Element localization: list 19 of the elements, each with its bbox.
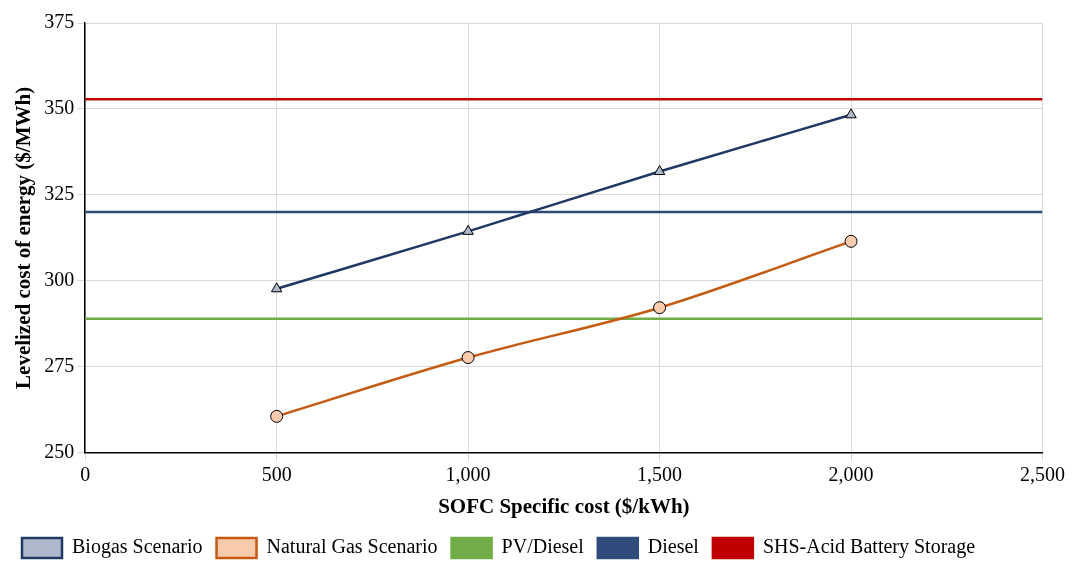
legend-label: SHS-Acid Battery Storage	[762, 535, 976, 559]
x-tick-label: 1,500	[637, 463, 683, 486]
y-tick-label: 350	[44, 96, 75, 119]
legend-label: Natural Gas Scenario	[266, 535, 438, 558]
x-tick-label: 2,500	[1020, 463, 1065, 486]
x-axis-title: SOFC Specific cost ($/kWh)	[438, 493, 690, 518]
x-tick-label: 500	[261, 463, 292, 486]
y-tick-label: 250	[44, 440, 75, 463]
y-tick-label: 275	[44, 354, 75, 377]
legend-label: Biogas Scenario	[72, 535, 203, 559]
y-tick-label: 300	[44, 268, 75, 291]
legend-label: Diesel	[647, 535, 700, 558]
x-tick-label: 1,000	[445, 463, 491, 486]
x-tick-label: 0	[80, 463, 91, 486]
y-tick-label: 375	[44, 10, 75, 33]
y-axis-title: Levelized cost of energy ($/MWh)	[11, 86, 36, 389]
legend-label: PV/Diesel	[501, 535, 585, 558]
y-tick-label: 325	[44, 182, 75, 205]
x-tick-label: 2,000	[828, 463, 874, 486]
